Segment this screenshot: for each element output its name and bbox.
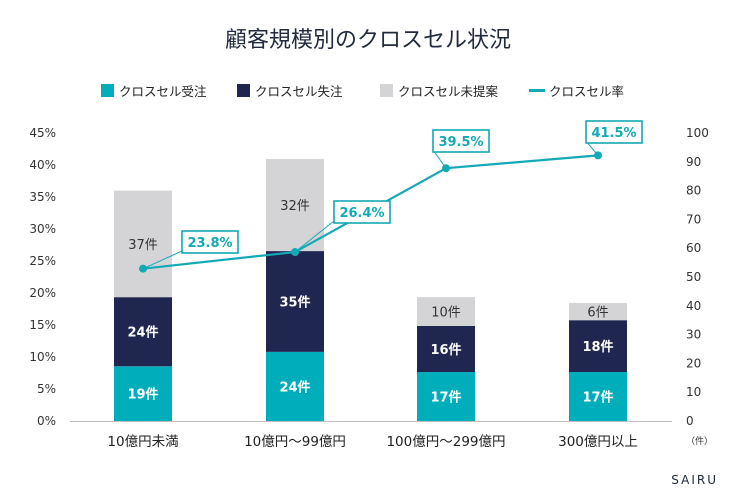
y-right-tick-label: 40	[686, 299, 701, 313]
bar-data-label: 32件	[280, 199, 310, 214]
x-category-label: 10億円未満	[107, 434, 178, 450]
rate-callout-connector	[294, 220, 335, 253]
legend-swatch-lost	[237, 83, 250, 97]
y-right-tick-label: 20	[686, 356, 701, 370]
legend-label-lost: クロスセル失注	[255, 83, 343, 99]
y-left-tick-label: 20%	[29, 286, 56, 300]
bar-data-label: 6件	[587, 306, 608, 321]
rate-data-label: 26.4%	[339, 206, 384, 221]
legend-item-received: クロスセル受注	[101, 80, 207, 100]
y-left-tick-label: 30%	[29, 222, 56, 236]
legend-label-rate: クロスセル率	[549, 83, 625, 99]
y-right-tick-label: 60	[686, 241, 701, 255]
rate-data-label: 23.8%	[187, 236, 232, 251]
y-left-tick-label: 25%	[29, 254, 56, 268]
y-right-tick-label: 30	[686, 328, 701, 342]
bar-data-label: 17件	[430, 390, 461, 406]
brand-logo: SAIRU	[671, 473, 718, 487]
bar-not-proposed	[569, 302, 627, 321]
y-left-tick-label: 15%	[29, 318, 56, 332]
legend: クロスセル受注 クロスセル失注 クロスセル未提案 クロスセル率	[0, 80, 736, 100]
y-left-tick-label: 10%	[29, 350, 56, 364]
legend-label-not-proposed: クロスセル未提案	[398, 83, 499, 99]
bar-not-proposed	[114, 190, 172, 298]
rate-callout-connector	[142, 250, 183, 270]
y-left-tick-label: 45%	[29, 126, 56, 140]
legend-swatch-received	[101, 83, 114, 97]
rate-callout-box	[333, 200, 391, 224]
rate-callout-connector	[432, 149, 447, 169]
y-right-tick-label: 90	[686, 155, 701, 169]
y-right-tick-label: 10	[686, 385, 701, 399]
y-right-tick-label: 80	[686, 184, 701, 198]
y-left-tick-label: 5%	[37, 382, 56, 396]
bar-data-label: 16件	[430, 342, 461, 358]
rate-callout-box	[432, 129, 490, 153]
legend-item-rate: クロスセル率	[529, 80, 624, 100]
bar-not-proposed	[266, 158, 324, 252]
y-right-tick-label: 100	[686, 126, 709, 140]
rate-callout-box	[585, 120, 643, 144]
rate-callout-box	[181, 230, 239, 254]
y-right-tick-label: 0	[686, 414, 694, 428]
bar-data-label: 17件	[582, 390, 613, 406]
legend-item-lost: クロスセル失注	[237, 80, 343, 100]
bar-received	[114, 366, 172, 421]
legend-label-received: クロスセル受注	[119, 83, 207, 99]
bar-not-proposed	[417, 297, 475, 326]
bar-data-label: 24件	[127, 325, 158, 341]
y-left-tick-label: 0%	[37, 414, 56, 428]
bar-received	[266, 351, 324, 421]
legend-item-not-proposed: クロスセル未提案	[380, 80, 498, 100]
x-category-label: 100億円〜299億円	[386, 434, 505, 450]
legend-swatch-not-proposed	[380, 83, 393, 97]
x-category-label: 300億円以上	[558, 434, 638, 450]
rate-data-label: 39.5%	[438, 135, 483, 150]
chart-title: 顧客規模別のクロスセル状況	[224, 28, 511, 53]
bar-lost	[569, 320, 627, 373]
y-left-tick-label: 40%	[29, 158, 56, 172]
bar-data-label: 24件	[279, 379, 310, 395]
bar-lost	[266, 251, 324, 352]
x-category-label: 10億円〜99億円	[244, 434, 346, 450]
bar-lost	[417, 325, 475, 373]
rate-data-label: 41.5%	[591, 126, 636, 141]
bar-lost	[114, 297, 172, 367]
y-left-tick-label: 35%	[29, 190, 56, 204]
bar-received	[569, 372, 627, 421]
bar-data-label: 19件	[127, 387, 158, 403]
bar-data-label: 18件	[582, 339, 613, 355]
legend-line-rate	[529, 88, 545, 92]
bar-data-label: 10件	[431, 306, 461, 321]
y-right-tick-label: 70	[686, 212, 701, 226]
y-right-unit-label: （件）	[686, 435, 713, 447]
bar-data-label: 35件	[279, 294, 310, 310]
bar-data-label: 37件	[128, 238, 158, 253]
y-right-tick-label: 50	[686, 270, 701, 284]
bar-received	[417, 372, 475, 421]
